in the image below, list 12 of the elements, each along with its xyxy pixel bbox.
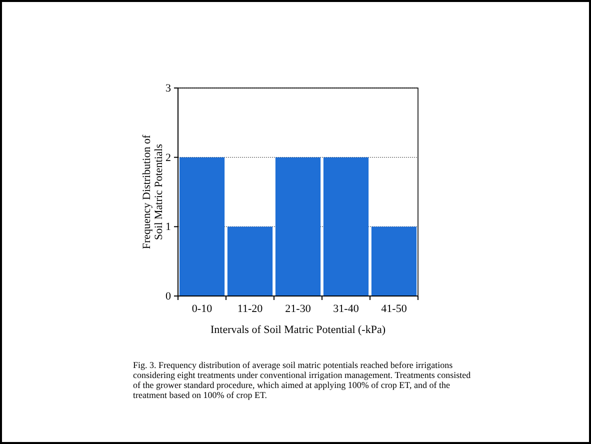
x-tick-label: 0-10: [192, 302, 213, 315]
x-axis-title: Intervals of Soil Matric Potential (-kPa): [210, 324, 386, 336]
caption: Fig. 3. Frequency distribution of average soil matric potentials reached before irrigations considering eight treatments under conventional irrigation management. Treatments consisted of the grower standard procedure, which aimed at applying 100% of crop ET, and of the treatment based on 100% of crop ET.: [133, 360, 472, 400]
y-tick-label: 0: [166, 290, 172, 303]
x-tick-label: 41-50: [381, 302, 408, 315]
y-tick-label: 2: [166, 152, 171, 164]
x-tick-label: 31-40: [333, 302, 360, 315]
x-tick-label: 21-30: [285, 302, 312, 315]
x-tick-label: 11-20: [237, 302, 264, 315]
y-axis-title: Frequency Distribution of Soil Matric Potentials: [141, 134, 165, 250]
y-tick-label: 3: [166, 82, 172, 95]
y-tick-label: 1: [166, 221, 171, 234]
